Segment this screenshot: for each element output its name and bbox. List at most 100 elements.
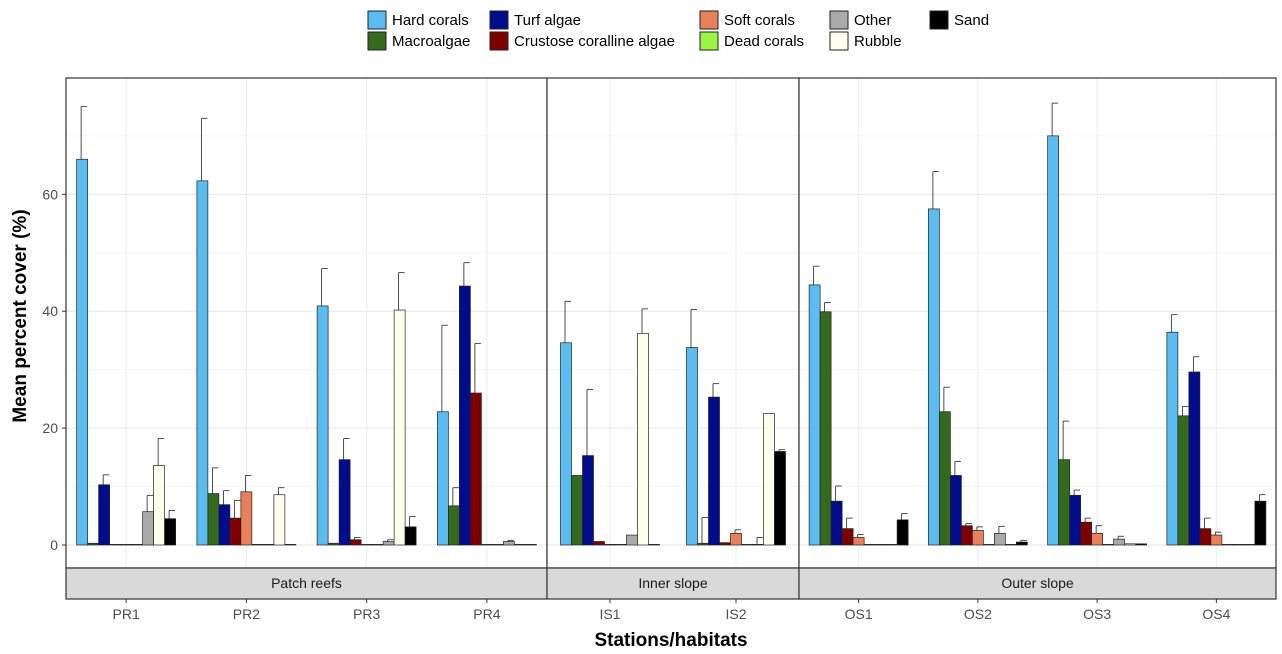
panel-strip <box>798 567 1277 600</box>
legend-label: Sand <box>954 12 989 29</box>
bar <box>1232 544 1245 546</box>
bar <box>349 539 362 546</box>
x-tick-label: PR4 <box>473 606 500 622</box>
bar <box>808 284 821 546</box>
bar <box>1243 544 1256 546</box>
bar <box>262 544 275 546</box>
bar <box>514 544 526 546</box>
bar <box>1058 459 1070 546</box>
bar <box>928 208 940 546</box>
legend-swatch <box>489 31 509 51</box>
bar <box>1080 521 1092 546</box>
legend-label: Rubble <box>854 33 902 50</box>
x-tick-label: OS2 <box>964 606 992 622</box>
y-tick-label: 20 <box>42 420 58 436</box>
legend-label: Soft corals <box>724 12 795 29</box>
panel-background <box>799 78 1276 568</box>
bar <box>437 411 449 546</box>
bar <box>1199 528 1212 546</box>
bar <box>338 459 351 546</box>
bar <box>852 537 865 546</box>
bar <box>939 411 951 546</box>
bar <box>240 491 253 546</box>
bar <box>481 544 493 546</box>
bar <box>98 484 110 546</box>
x-tick-label: IS1 <box>599 606 620 622</box>
bar <box>284 544 297 546</box>
bar <box>1210 534 1223 546</box>
bar <box>404 526 417 546</box>
bar <box>874 544 887 546</box>
bar <box>896 519 909 546</box>
bar <box>164 518 176 546</box>
bar <box>774 451 786 546</box>
x-tick-label: OS4 <box>1202 606 1230 622</box>
y-tick-label: 40 <box>42 303 58 319</box>
bar <box>76 158 88 546</box>
bar <box>830 500 843 546</box>
bar <box>560 342 572 546</box>
bar <box>752 544 764 546</box>
bar <box>382 541 395 546</box>
bar <box>448 505 460 546</box>
panel-strip-label: Patch reefs <box>271 575 342 591</box>
x-tick-label: OS3 <box>1083 606 1111 622</box>
legend-swatch <box>829 31 849 51</box>
bar <box>360 544 373 546</box>
bar <box>615 544 627 546</box>
bar <box>229 517 242 546</box>
legend-label: Hard corals <box>392 12 469 29</box>
bar <box>863 544 876 546</box>
legend-swatch <box>367 31 387 51</box>
bar <box>273 494 286 546</box>
bar <box>1113 538 1125 546</box>
bar <box>196 180 209 546</box>
bar <box>120 544 132 546</box>
panel-strip <box>65 567 548 600</box>
bar <box>950 475 962 546</box>
bar <box>763 413 775 546</box>
x-tick-label: OS1 <box>845 606 873 622</box>
bar <box>604 544 616 546</box>
bar <box>1005 544 1017 546</box>
bar <box>730 532 742 546</box>
bar <box>719 542 731 546</box>
bar <box>741 544 753 546</box>
panel-strip-label: Inner slope <box>638 575 707 591</box>
bar <box>131 544 143 546</box>
bar <box>503 541 515 546</box>
legend-swatch <box>929 10 949 30</box>
legend-label: Crustose coralline algae <box>514 33 675 50</box>
bar <box>1091 532 1103 546</box>
legend-swatch <box>699 10 719 30</box>
bar <box>626 534 638 546</box>
x-tick-label: IS2 <box>725 606 746 622</box>
bar <box>1016 541 1028 546</box>
bar <box>972 530 984 546</box>
bar <box>1102 544 1114 546</box>
bar <box>316 305 329 546</box>
legend-swatch <box>489 10 509 30</box>
bar <box>218 504 231 546</box>
x-tick-label: PR3 <box>353 606 380 622</box>
legend-swatch <box>829 10 849 30</box>
bar <box>1221 544 1234 546</box>
bar <box>142 511 154 546</box>
bar <box>87 542 99 546</box>
bar <box>470 392 482 546</box>
panel-strip <box>546 567 800 600</box>
bar <box>708 396 720 546</box>
bar <box>819 311 832 546</box>
bar <box>1254 500 1267 546</box>
bar <box>637 333 649 546</box>
bar <box>153 465 165 546</box>
bar <box>686 347 698 546</box>
y-tick-label: 60 <box>42 186 58 202</box>
x-axis-title: Stations/habitats <box>594 630 747 651</box>
legend-swatch <box>699 31 719 51</box>
bar <box>961 525 973 546</box>
bar <box>1124 543 1136 546</box>
bar <box>251 544 264 546</box>
legend-label: Other <box>854 12 892 29</box>
